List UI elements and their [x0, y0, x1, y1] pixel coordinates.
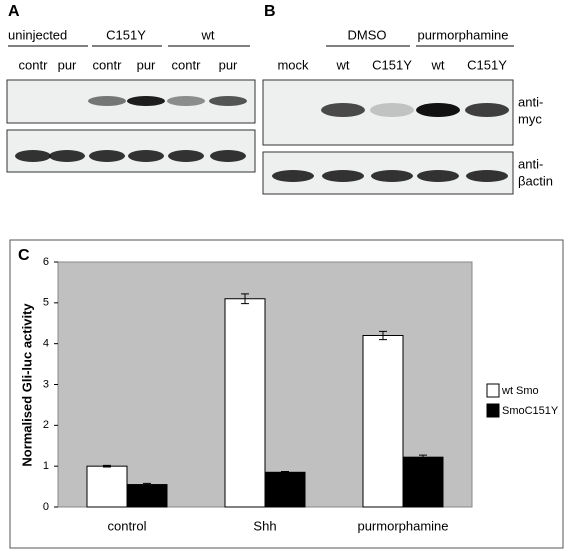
blot-band [210, 150, 246, 162]
antibody-label: anti- [518, 94, 543, 109]
blot-band [416, 103, 460, 117]
y-tick-label: 2 [43, 419, 49, 431]
bar [86, 465, 128, 508]
panel-label: A [8, 3, 20, 20]
lane-label: wt [336, 57, 350, 72]
legend-swatch [486, 383, 500, 398]
panel-label: C [18, 247, 30, 264]
lane-label: C151Y [467, 57, 507, 72]
panel-label: B [264, 3, 276, 20]
bar [402, 456, 444, 508]
x-tick-label: Shh [253, 518, 276, 533]
group-label: uninjected [8, 27, 67, 42]
group-label: purmorphamine [417, 27, 508, 42]
blot-band [15, 150, 51, 162]
blot-band [209, 96, 247, 106]
blot-band [322, 170, 364, 182]
error-bar [103, 464, 111, 468]
blot-band [128, 150, 164, 162]
bar [264, 471, 306, 508]
blot-band [88, 96, 126, 106]
lane-label: C151Y [372, 57, 412, 72]
lane-label: mock [277, 57, 309, 72]
y-tick-label: 6 [43, 256, 49, 268]
error-bar [281, 470, 289, 474]
legend-label: SmoC151Y [502, 405, 559, 417]
blot-band [168, 150, 204, 162]
error-bar [143, 482, 151, 487]
y-tick-label: 4 [43, 338, 49, 350]
blot-band [417, 170, 459, 182]
antibody-label: βactin [518, 173, 553, 188]
blot-band [49, 150, 85, 162]
error-bar [379, 330, 387, 341]
bar [224, 298, 266, 508]
group-label: wt [201, 27, 215, 42]
blot-band [167, 96, 205, 106]
group-label: DMSO [348, 27, 387, 42]
y-tick-label: 3 [43, 378, 49, 390]
y-tick-label: 5 [43, 297, 49, 309]
bar [362, 335, 404, 508]
y-tick-label: 1 [43, 460, 49, 472]
y-tick-label: 0 [43, 501, 49, 513]
lane-label: contr [172, 57, 202, 72]
legend-label: wt Smo [501, 385, 539, 397]
x-tick-label: purmorphamine [357, 518, 448, 533]
blot-band [465, 103, 509, 117]
lane-label: pur [137, 57, 156, 72]
blot-band [466, 170, 508, 182]
y-axis-label: Normalised Gli-luc activity [19, 303, 34, 467]
antibody-label: anti- [518, 156, 543, 171]
group-label: C151Y [106, 27, 146, 42]
blot [6, 129, 256, 173]
blot-band [272, 170, 314, 182]
legend-swatch [486, 403, 500, 418]
x-tick-label: control [107, 518, 146, 533]
antibody-label: myc [518, 111, 542, 126]
bar [126, 484, 168, 508]
lane-label: contr [19, 57, 49, 72]
blot-band [321, 103, 365, 117]
lane-label: pur [219, 57, 238, 72]
lane-label: pur [58, 57, 77, 72]
blot-band [370, 103, 414, 117]
blot-band [371, 170, 413, 182]
lane-label: wt [431, 57, 445, 72]
lane-label: contr [93, 57, 123, 72]
error-bar [419, 454, 427, 460]
blot-band [127, 96, 165, 106]
error-bar [241, 293, 249, 305]
blot-band [89, 150, 125, 162]
